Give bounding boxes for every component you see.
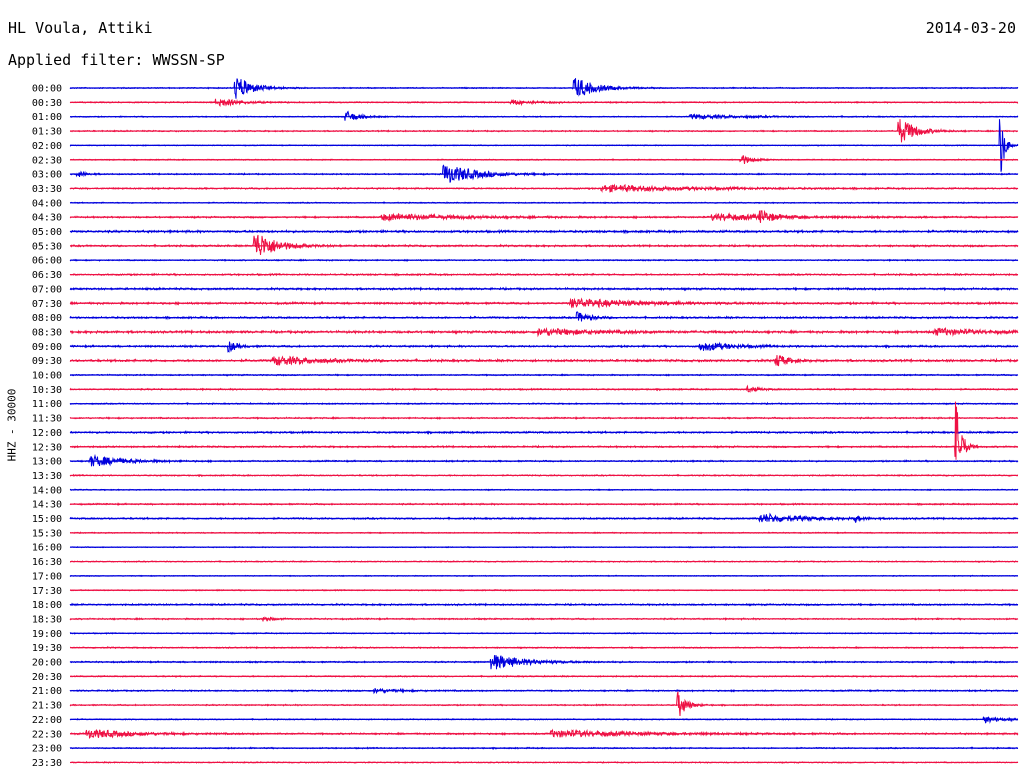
trace-label: 08:00: [32, 313, 62, 324]
trace-label: 12:30: [32, 442, 62, 453]
trace-label: 09:00: [32, 342, 62, 353]
trace-label: 04:30: [32, 213, 62, 224]
trace-label: 03:00: [32, 170, 62, 181]
trace-label: 07:30: [32, 299, 62, 310]
trace-label: 22:30: [32, 729, 62, 740]
trace-label: 23:00: [32, 744, 62, 755]
trace-label: 06:00: [32, 256, 62, 267]
trace-label: 10:30: [32, 385, 62, 396]
trace-label: 17:00: [32, 571, 62, 582]
trace-label: 20:30: [32, 672, 62, 683]
trace-label: 02:30: [32, 155, 62, 166]
trace-label: 23:30: [32, 758, 62, 769]
trace-label: 05:30: [32, 241, 62, 252]
trace-2130: [69, 691, 1018, 717]
trace-label: 05:00: [32, 227, 62, 238]
trace-label: 18:00: [32, 600, 62, 611]
trace-label: 01:00: [32, 112, 62, 123]
trace-label: 22:00: [32, 715, 62, 726]
trace-label: 04:00: [32, 198, 62, 209]
trace-label: 14:00: [32, 485, 62, 496]
trace-label: 15:00: [32, 514, 62, 525]
trace-label: 16:30: [32, 557, 62, 568]
station-title: HL Voula, Attiki: [8, 19, 153, 37]
filter-label: Applied filter: WWSSN-SP: [8, 51, 225, 69]
date-label: 2014-03-20: [925, 19, 1016, 37]
trace-label: 08:30: [32, 327, 62, 338]
trace-label: 19:30: [32, 643, 62, 654]
trace-label: 13:30: [32, 471, 62, 482]
trace-label: 00:30: [32, 98, 62, 109]
trace-label: 15:30: [32, 528, 62, 539]
trace-label: 19:00: [32, 629, 62, 640]
trace-label: 17:30: [32, 586, 62, 597]
trace-label: 16:00: [32, 543, 62, 554]
trace-1230: [69, 401, 1018, 460]
trace-0530: [69, 234, 1019, 255]
trace-label: 03:30: [32, 184, 62, 195]
trace-label: 20:00: [32, 658, 62, 669]
trace-label: 02:00: [32, 141, 62, 152]
trace-label: 21:30: [32, 701, 62, 712]
trace-0800: [69, 311, 1019, 322]
trace-label: 14:30: [32, 500, 62, 511]
trace-label: 07:00: [32, 284, 62, 295]
trace-label: 06:30: [32, 270, 62, 281]
trace-label: 01:30: [32, 127, 62, 138]
trace-label: 13:00: [32, 457, 62, 468]
trace-label: 10:00: [32, 371, 62, 382]
trace-label: 09:30: [32, 356, 62, 367]
trace-label: 12:00: [32, 428, 62, 439]
trace-label: 21:00: [32, 686, 62, 697]
trace-label: 00:00: [32, 84, 62, 95]
trace-label: 18:30: [32, 614, 62, 625]
trace-label: 11:30: [32, 414, 62, 425]
trace-label: 11:00: [32, 399, 62, 410]
